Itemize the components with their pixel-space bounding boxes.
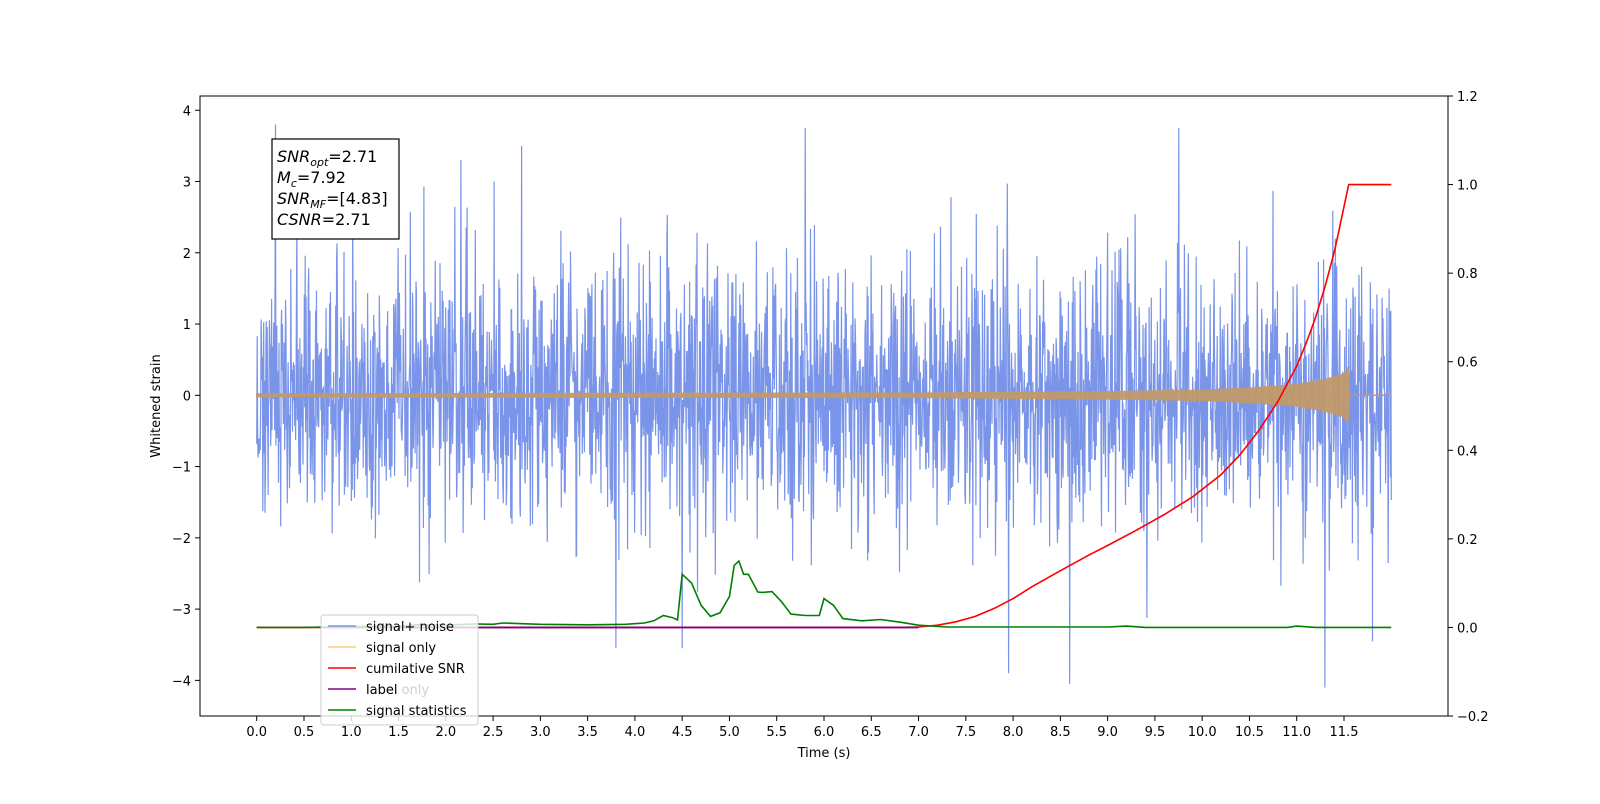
annotation-line: Mc=7.92 (277, 168, 346, 190)
y-tick-label-right: 0.2 (1457, 533, 1478, 548)
legend-label: label only (366, 683, 429, 698)
x-tick-label: 4.5 (672, 725, 693, 740)
y-tick-label-left: 3 (183, 176, 191, 191)
annotation-line: CSNR=2.71 (277, 210, 371, 229)
legend-frame (320, 614, 479, 726)
x-tick-label: 3.5 (577, 725, 598, 740)
y-tick-label-right: 0.0 (1457, 621, 1478, 636)
y-tick-label-right: −0.2 (1457, 710, 1489, 725)
series-layer (255, 124, 1392, 688)
y-tick-label-right: 0.4 (1457, 444, 1478, 459)
y-axis-label: Whitened strain (149, 354, 164, 457)
x-tick-label: 8.5 (1050, 725, 1071, 740)
series-signal-only (255, 365, 1392, 425)
y-tick-label-right: 1.2 (1457, 90, 1478, 105)
y-tick-label-left: −3 (172, 603, 191, 618)
series-signal-statistics (256, 559, 1392, 629)
y-tick-label-left: 4 (183, 104, 191, 119)
x-tick-label: 11.5 (1330, 725, 1359, 740)
y-tick-label-right: 1.0 (1457, 179, 1478, 194)
legend-label: cumilative SNR (366, 662, 465, 677)
y-tick-label-left: −1 (172, 461, 191, 476)
x-tick-label: 7.5 (955, 725, 976, 740)
x-tick-label: 9.0 (1097, 725, 1118, 740)
y-tick-label-left: 1 (183, 318, 191, 333)
y-tick-label-left: 0 (183, 389, 191, 404)
y-tick-label-right: 0.6 (1457, 356, 1478, 371)
x-tick-label: 0.0 (246, 725, 267, 740)
annotation-line: SNRMF=[4.83] (277, 189, 388, 211)
x-tick-label: 1.5 (388, 725, 409, 740)
x-tick-label: 5.0 (719, 725, 740, 740)
x-tick-label: 4.0 (625, 725, 646, 740)
x-tick-label: 5.5 (766, 725, 787, 740)
annotation-line: SNRopt=2.71 (277, 147, 377, 169)
x-tick-label: 0.5 (294, 725, 315, 740)
x-tick-label: 2.0 (435, 725, 456, 740)
x-axis: 0.0 0.5 1.0 1.5 2.0 2.5 3.0 3.5 4.0 4.5 5.0 5.5 6.0 6… (246, 716, 1358, 740)
x-tick-label: 8.0 (1003, 725, 1024, 740)
series-signal-noise (256, 124, 1392, 688)
y-axis-right: −0.2 0.0 0.2 0.4 0.6 0.8 1.0 1.2 (1448, 90, 1489, 725)
x-tick-label: 10.0 (1188, 725, 1217, 740)
y-tick-label-left: −2 (172, 532, 191, 547)
x-tick-label: 6.0 (814, 725, 835, 740)
legend-label: signal+ noise (366, 620, 454, 635)
legend: signal+ noise signal only cumilative SNR la… (320, 614, 479, 726)
legend-label: signal statistics (366, 704, 467, 719)
y-axis-left: −4 −3 −2 −1 0 1 2 3 4 (172, 104, 200, 689)
y-tick-label-left: −4 (172, 674, 191, 689)
annotation-frame (271, 138, 400, 240)
x-tick-label: 11.0 (1282, 725, 1311, 740)
x-tick-label: 3.0 (530, 725, 551, 740)
x-tick-label: 2.5 (483, 725, 504, 740)
legend-label: label (366, 683, 397, 698)
y-tick-label-left: 2 (183, 247, 191, 262)
series-cumilative-snr (256, 183, 1392, 629)
x-tick-label: 6.5 (861, 725, 882, 740)
x-tick-label: 1.0 (341, 725, 362, 740)
x-tick-label: 10.5 (1235, 725, 1264, 740)
x-axis-label: Time (s) (797, 746, 851, 761)
y-tick-label-right: 0.8 (1457, 267, 1478, 282)
x-tick-label: 9.5 (1145, 725, 1166, 740)
x-tick-label: 7.0 (908, 725, 929, 740)
legend-label: signal only (366, 641, 436, 656)
